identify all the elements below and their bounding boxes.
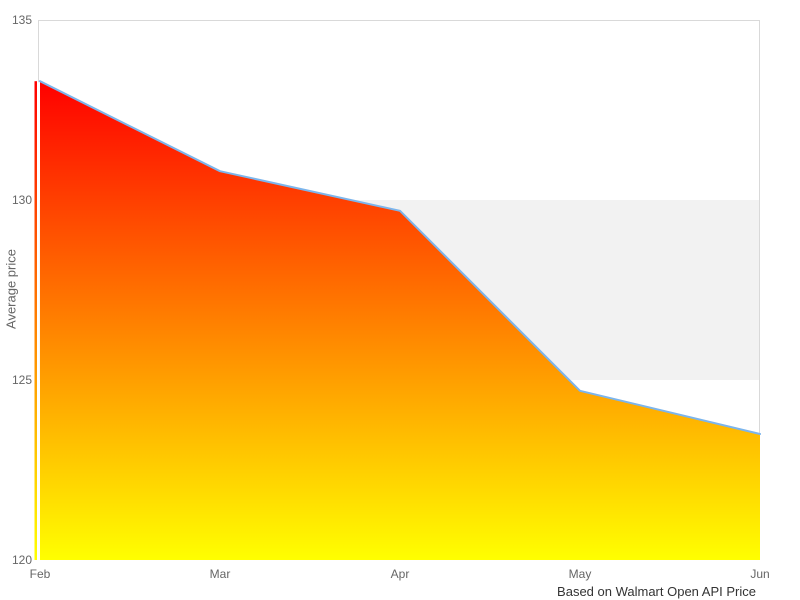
plot-border (38, 20, 760, 560)
y-tick-label-130: 130 (11, 193, 32, 207)
x-tick-label-mar: Mar (209, 567, 231, 581)
x-tick-label-may: May (568, 567, 592, 581)
x-tick-label-apr: Apr (390, 567, 410, 581)
series-line (39, 80, 761, 435)
area-series-fill (40, 81, 760, 560)
y-tick-label-125: 125 (11, 373, 32, 387)
area-left-edge-stripe (34, 81, 37, 560)
x-tick-label-jun: Jun (750, 567, 770, 581)
x-tick-label-feb: Feb (29, 567, 51, 581)
y-axis-title: Average price (3, 249, 19, 329)
y-tick-label-135: 135 (11, 13, 32, 27)
chart-caption: Based on Walmart Open API Price (557, 584, 756, 599)
y-tick-label-120: 120 (11, 553, 32, 567)
